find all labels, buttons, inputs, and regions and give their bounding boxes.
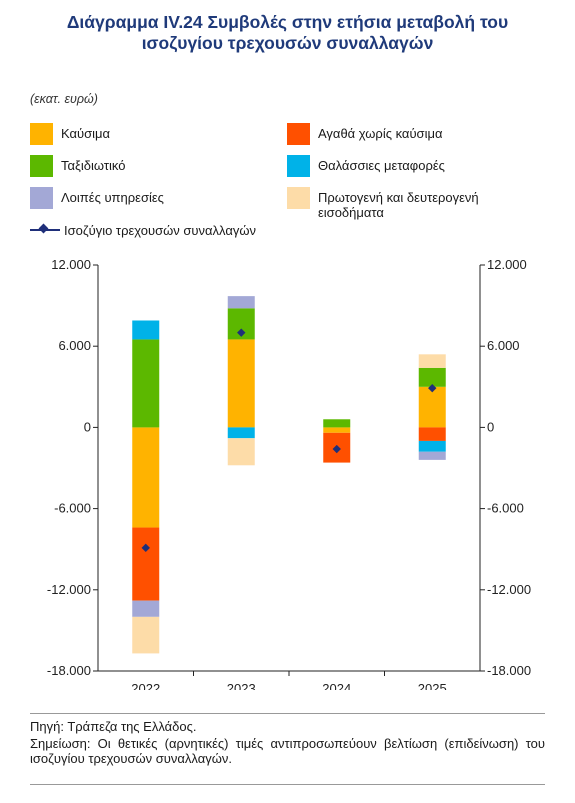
chart-title-line1: Διάγραμμα IV.24 Συμβολές στην ετήσια μετ… [66, 12, 509, 32]
source-note: Πηγή: Τράπεζα της Ελλάδος. [30, 719, 197, 734]
legend-swatch-other-services [30, 187, 53, 209]
bottom-divider [30, 784, 545, 785]
bar-segment-2022-2 [132, 339, 160, 428]
x-tick-label: 2024 [322, 681, 351, 690]
unit-label: (εκατ. ευρώ) [30, 92, 98, 106]
bar-segment-2023-0 [227, 339, 255, 428]
x-tick-label: 2023 [227, 681, 256, 690]
legend-label-goods-nonfuel: Αγαθά χωρίς καύσιμα [318, 126, 443, 141]
bar-segment-2022-5 [132, 616, 160, 654]
y-tick-label-right: -18.000 [487, 663, 531, 678]
chart-title-line2: ισοζυγίου τρεχουσών συναλλαγών [141, 33, 434, 53]
bar-segment-2025-0 [418, 386, 446, 428]
bar-segment-2022-3 [132, 320, 160, 340]
y-tick-label-left: -12.000 [47, 582, 91, 597]
bar-segment-2024-2 [323, 419, 351, 428]
bar-segment-2025-4 [418, 451, 446, 460]
legend-swatch-fuels [30, 123, 53, 145]
legend-swatch-income [287, 187, 310, 209]
y-tick-label-right: 6.000 [487, 338, 520, 353]
bar-segment-2024-0 [323, 427, 351, 433]
footnote-divider [30, 713, 545, 714]
x-tick-label: 2022 [131, 681, 160, 690]
legend-label-travel: Ταξιδιωτικό [61, 158, 126, 173]
bar-segment-2022-0 [132, 427, 160, 528]
bar-segment-2022-1 [132, 527, 160, 601]
y-tick-label-right: -6.000 [487, 501, 524, 516]
chart-title: Διάγραμμα IV.24 Συμβολές στην ετήσια μετ… [10, 12, 565, 54]
legend-item-other-services: Λοιπές υπηρεσίες [30, 187, 164, 209]
legend-swatch-goods-nonfuel [287, 123, 310, 145]
explanatory-note: Σημείωση: Οι θετικές (αρνητικές) τιμές α… [30, 736, 545, 766]
legend-item-income: Πρωτογενή και δευτερογενή εισοδήματα [287, 187, 517, 220]
legend-label-balance: Ισοζύγιο τρεχουσών συναλλαγών [64, 223, 256, 238]
bar-segment-2023-5 [227, 438, 255, 466]
legend-item-goods-nonfuel: Αγαθά χωρίς καύσιμα [287, 123, 443, 145]
bar-segment-2025-2 [418, 367, 446, 387]
legend-label-shipping: Θαλάσσιες μεταφορές [318, 158, 445, 173]
bar-segment-2023-4 [227, 296, 255, 309]
y-tick-label-right: 0 [487, 419, 494, 434]
stacked-bar-chart: 12.000 12.000 6.000 6.000 0 0 -6.000 -6.000 -12.… [47, 257, 531, 690]
legend-item-travel: Ταξιδιωτικό [30, 155, 126, 177]
balance-marker-2025 [428, 383, 437, 393]
y-tick-label-left: -18.000 [47, 663, 91, 678]
bar-segment-2022-4 [132, 600, 160, 617]
legend-item-balance: Ισοζύγιο τρεχουσών συναλλαγών [30, 223, 256, 238]
bar-segment-2025-5 [418, 354, 446, 368]
bar-segment-2023-3 [227, 427, 255, 439]
legend-label-fuels: Καύσιμα [61, 126, 111, 141]
y-tick-label-left: 12.000 [51, 257, 91, 272]
y-tick-label-left: 6.000 [58, 338, 91, 353]
balance-marker-2023 [237, 328, 246, 337]
legend-item-shipping: Θαλάσσιες μεταφορές [287, 155, 445, 177]
y-tick-label-left: -6.000 [54, 501, 91, 516]
legend-label-other-services: Λοιπές υπηρεσίες [61, 190, 164, 205]
legend-item-fuels: Καύσιμα [30, 123, 111, 145]
balance-marker-2022 [141, 543, 150, 553]
legend-swatch-shipping [287, 155, 310, 177]
bar-segment-2025-3 [418, 440, 446, 452]
legend-label-income: Πρωτογενή και δευτερογενή εισοδήματα [318, 190, 479, 220]
legend-swatch-travel [30, 155, 53, 177]
balance-marker-2024 [332, 444, 341, 454]
y-tick-label-right: 12.000 [487, 257, 527, 272]
bar-segment-2025-1 [418, 427, 446, 441]
y-tick-label-right: -12.000 [487, 582, 531, 597]
legend-line-key-balance [30, 223, 60, 237]
x-tick-label: 2025 [418, 681, 447, 690]
y-tick-label-left: 0 [84, 419, 91, 434]
